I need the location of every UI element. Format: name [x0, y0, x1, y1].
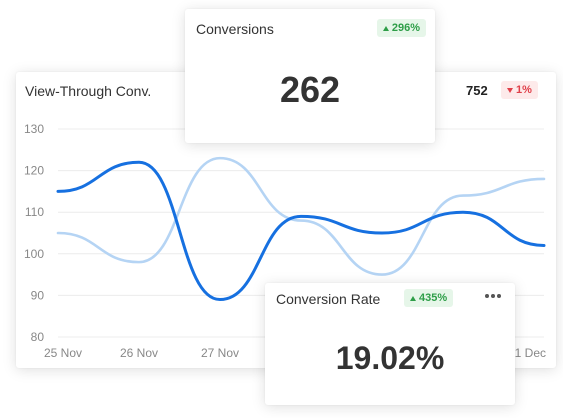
x-tick-label: 25 Nov	[44, 346, 82, 360]
more-horizontal-icon[interactable]	[483, 292, 503, 300]
conversion-rate-change-badge: 435%	[404, 289, 454, 307]
conversions-title: Conversions	[196, 21, 274, 37]
y-tick-label: 100	[24, 247, 44, 261]
conversion-rate-title: Conversion Rate	[276, 291, 381, 307]
chart-change-text: 1%	[516, 84, 532, 96]
conversions-value: 262	[279, 69, 341, 110]
conversion-rate-card: Conversion Rate 435% 19.02%	[265, 283, 515, 405]
x-tick-label: 1 Dec	[515, 346, 546, 360]
y-tick-label: 80	[31, 330, 45, 344]
chart-summary-value: 752	[466, 83, 488, 98]
x-tick-label: 27 Nov	[201, 346, 239, 360]
arrow-up-icon	[410, 295, 416, 301]
chart-title: View-Through Conv.	[25, 83, 152, 99]
conversion-rate-value: 19.02%	[335, 340, 445, 376]
series-line-primary	[56, 160, 546, 302]
conversions-change-badge: 296%	[376, 19, 426, 37]
arrow-up-icon	[382, 25, 389, 31]
y-tick-label: 120	[24, 164, 44, 178]
arrow-down-icon	[507, 87, 513, 93]
conversion-rate-change-text: 435%	[419, 292, 448, 304]
conversions-card: Conversions 296% 262	[185, 9, 435, 143]
series-line-secondary	[56, 156, 546, 276]
y-tick-label: 110	[25, 205, 44, 219]
y-tick-label: 90	[31, 288, 45, 302]
x-tick-label: 26 Nov	[120, 346, 158, 360]
chart-change-badge: 1%	[501, 81, 538, 99]
conversions-change-text: 296%	[391, 22, 420, 34]
y-tick-label: 130	[24, 122, 44, 136]
